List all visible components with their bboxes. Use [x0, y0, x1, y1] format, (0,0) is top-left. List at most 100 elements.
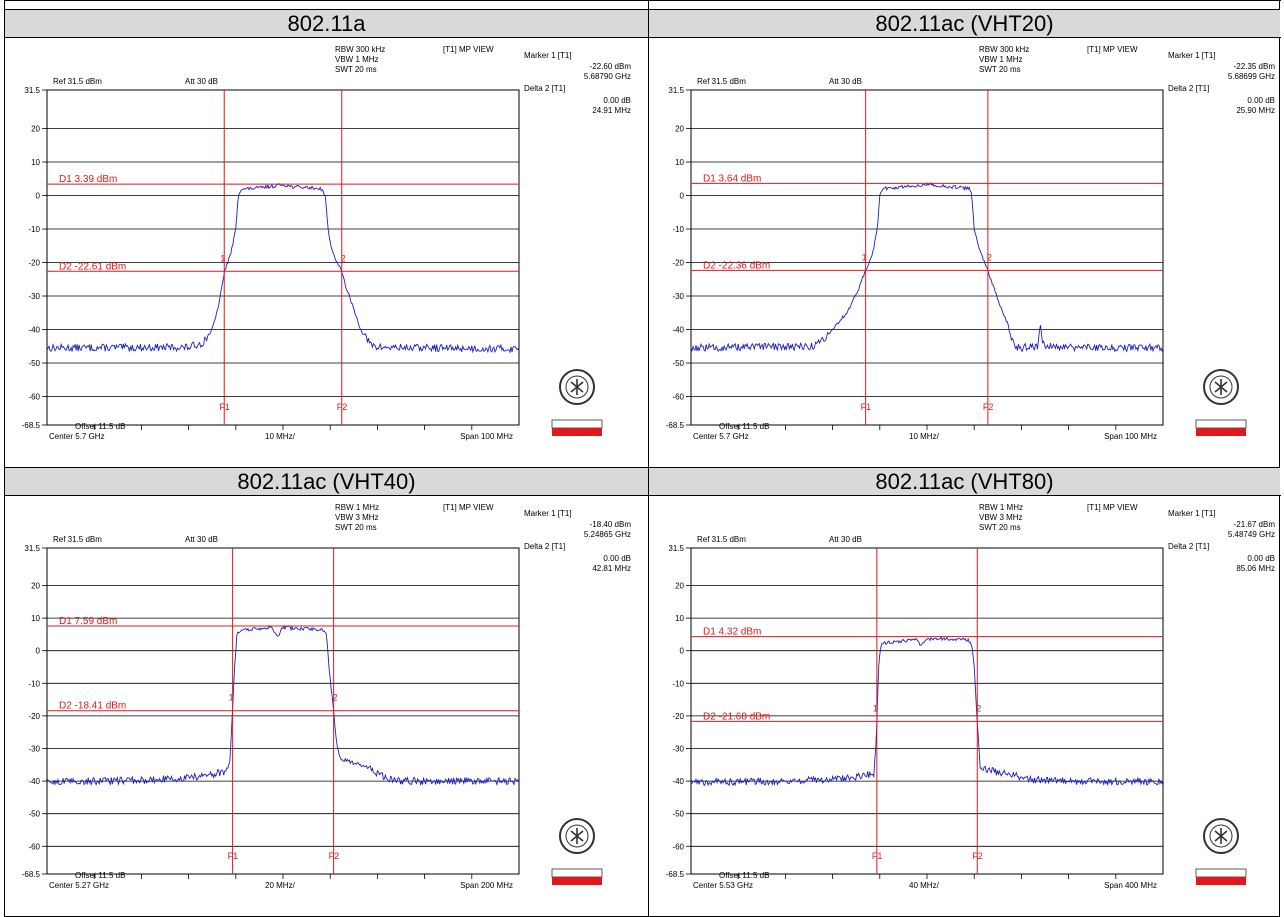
y-tick-label: -60	[672, 393, 684, 402]
y-tick-label: 31.5	[668, 86, 684, 95]
trace-view-label: [T1] MP VIEW	[1087, 45, 1138, 54]
spectrum-panel-vht40: Ref 31.5 dBm Att 30 dB RBW 1 MHz VBW 3 MHz S…	[5, 496, 648, 916]
frequency-line-f1-label: F1	[228, 851, 239, 861]
swt-label: SWT 20 ms	[979, 65, 1021, 74]
logo-band-top	[1196, 420, 1246, 428]
display-line-d1-label: D1 4.32 dBm	[703, 627, 761, 638]
offset-label: Offset 11.5 dB	[75, 871, 125, 880]
y-tick-label: -30	[28, 292, 40, 301]
y-tick-label: -20	[28, 712, 40, 721]
vbw-label: VBW 3 MHz	[335, 513, 379, 522]
y-tick-label: 20	[31, 125, 40, 134]
y-tick-label: -50	[28, 810, 40, 819]
marker1-level: -18.40 dBm	[590, 520, 632, 529]
rbw-label: RBW 1 MHz	[979, 503, 1023, 512]
marker1-level: -22.35 dBm	[1234, 62, 1276, 71]
y-tick-label: 20	[31, 581, 40, 590]
span-label: Span 100 MHz	[460, 432, 513, 441]
plot-frame	[691, 90, 1163, 425]
delta2-frequency: 25.90 MHz	[1236, 106, 1275, 115]
division-label: 20 MHz/	[265, 881, 296, 890]
y-tick-label: -50	[672, 810, 684, 819]
y-tick-label: 10	[31, 614, 40, 623]
division-label: 10 MHz/	[265, 432, 296, 441]
y-tick-label: 10	[675, 614, 684, 623]
display-line-d2-label: D2 -18.41 dBm	[59, 701, 126, 712]
center-frequency-label: Center 5.7 GHz	[49, 432, 105, 441]
marker1-label: Marker 1 [T1]	[1168, 509, 1216, 518]
y-tick-label: 20	[675, 125, 684, 134]
marker1-frequency: 5.68699 GHz	[1228, 72, 1275, 81]
marker1-label: Marker 1 [T1]	[524, 51, 572, 60]
y-tick-label: -40	[28, 777, 40, 786]
attenuation-label: Att 30 dB	[829, 535, 862, 544]
y-tick-label: -10	[672, 225, 684, 234]
attenuation-label: Att 30 dB	[185, 535, 218, 544]
display-line-d1-label: D1 3.39 dBm	[59, 174, 117, 185]
y-tick-label: 0	[680, 192, 685, 201]
y-tick-label: -60	[28, 842, 40, 851]
delta2-frequency: 24.91 MHz	[592, 106, 631, 115]
division-label: 10 MHz/	[909, 432, 940, 441]
y-tick-label: -30	[28, 744, 40, 753]
display-line-d2-label: D2 -22.36 dBm	[703, 260, 770, 271]
trace-view-label: [T1] MP VIEW	[443, 503, 494, 512]
span-label: Span 100 MHz	[1104, 432, 1157, 441]
frequency-line-f2-label: F2	[337, 402, 348, 412]
division-label: 40 MHz/	[909, 881, 940, 890]
swt-label: SWT 20 ms	[335, 523, 377, 532]
logo-band-bottom	[1196, 428, 1246, 436]
swt-label: SWT 20 ms	[335, 65, 377, 74]
marker-2-label: 2	[341, 253, 346, 263]
offset-label: Offset 11.5 dB	[719, 871, 769, 880]
frequency-line-f1-label: F1	[872, 851, 883, 861]
y-tick-label: 0	[36, 647, 41, 656]
trace-view-label: [T1] MP VIEW	[443, 45, 494, 54]
y-tick-label: -40	[672, 326, 684, 335]
y-tick-label: -68.5	[666, 421, 685, 430]
delta2-label: Delta 2 [T1]	[524, 542, 565, 551]
display-line-d1-label: D1 7.59 dBm	[59, 616, 117, 627]
panel-title-text: 802.11ac (VHT20)	[875, 11, 1053, 37]
y-tick-label: -30	[672, 292, 684, 301]
frequency-line-f1-label: F1	[861, 402, 872, 412]
marker-1-label: 1	[862, 252, 867, 262]
logo-band-bottom	[552, 877, 602, 885]
marker-1-label: 1	[229, 693, 234, 703]
display-line-d2-label: D2 -22.61 dBm	[59, 261, 126, 272]
y-tick-label: 31.5	[24, 86, 40, 95]
display-line-d1-label: D1 3.64 dBm	[703, 173, 761, 184]
y-tick-label: -40	[28, 326, 40, 335]
delta2-label: Delta 2 [T1]	[1168, 542, 1209, 551]
ref-level-label: Ref 31.5 dBm	[53, 535, 102, 544]
y-tick-label: -68.5	[666, 870, 685, 879]
delta2-level: 0.00 dB	[1247, 96, 1275, 105]
swt-label: SWT 20 ms	[979, 523, 1021, 532]
logo-band-bottom	[1196, 877, 1246, 885]
panel-title-802-11a: 802.11a	[5, 9, 648, 38]
marker1-level: -21.67 dBm	[1234, 520, 1276, 529]
offset-label: Offset 11.5 dB	[75, 422, 125, 431]
rbw-label: RBW 300 kHz	[335, 45, 385, 54]
marker-2-label: 2	[987, 252, 992, 262]
ref-level-label: Ref 31.5 dBm	[53, 77, 102, 86]
delta2-frequency: 85.06 MHz	[1236, 564, 1275, 573]
y-tick-label: 20	[675, 581, 684, 590]
marker1-frequency: 5.68790 GHz	[584, 72, 631, 81]
y-tick-label: -10	[28, 679, 40, 688]
panel-title-vht20: 802.11ac (VHT20)	[649, 9, 1280, 38]
y-tick-label: -10	[672, 679, 684, 688]
frequency-line-f1-label: F1	[219, 402, 230, 412]
delta2-level: 0.00 dB	[1247, 554, 1275, 563]
trace-view-label: [T1] MP VIEW	[1087, 503, 1138, 512]
table-top-border	[5, 0, 1281, 1]
delta2-frequency: 42.81 MHz	[592, 564, 631, 573]
center-frequency-label: Center 5.27 GHz	[49, 881, 109, 890]
logo-band-top	[552, 420, 602, 428]
delta2-label: Delta 2 [T1]	[524, 84, 565, 93]
y-tick-label: -20	[672, 712, 684, 721]
span-label: Span 400 MHz	[1104, 881, 1157, 890]
y-tick-label: 31.5	[24, 544, 40, 553]
panel-title-vht40: 802.11ac (VHT40)	[5, 467, 648, 496]
